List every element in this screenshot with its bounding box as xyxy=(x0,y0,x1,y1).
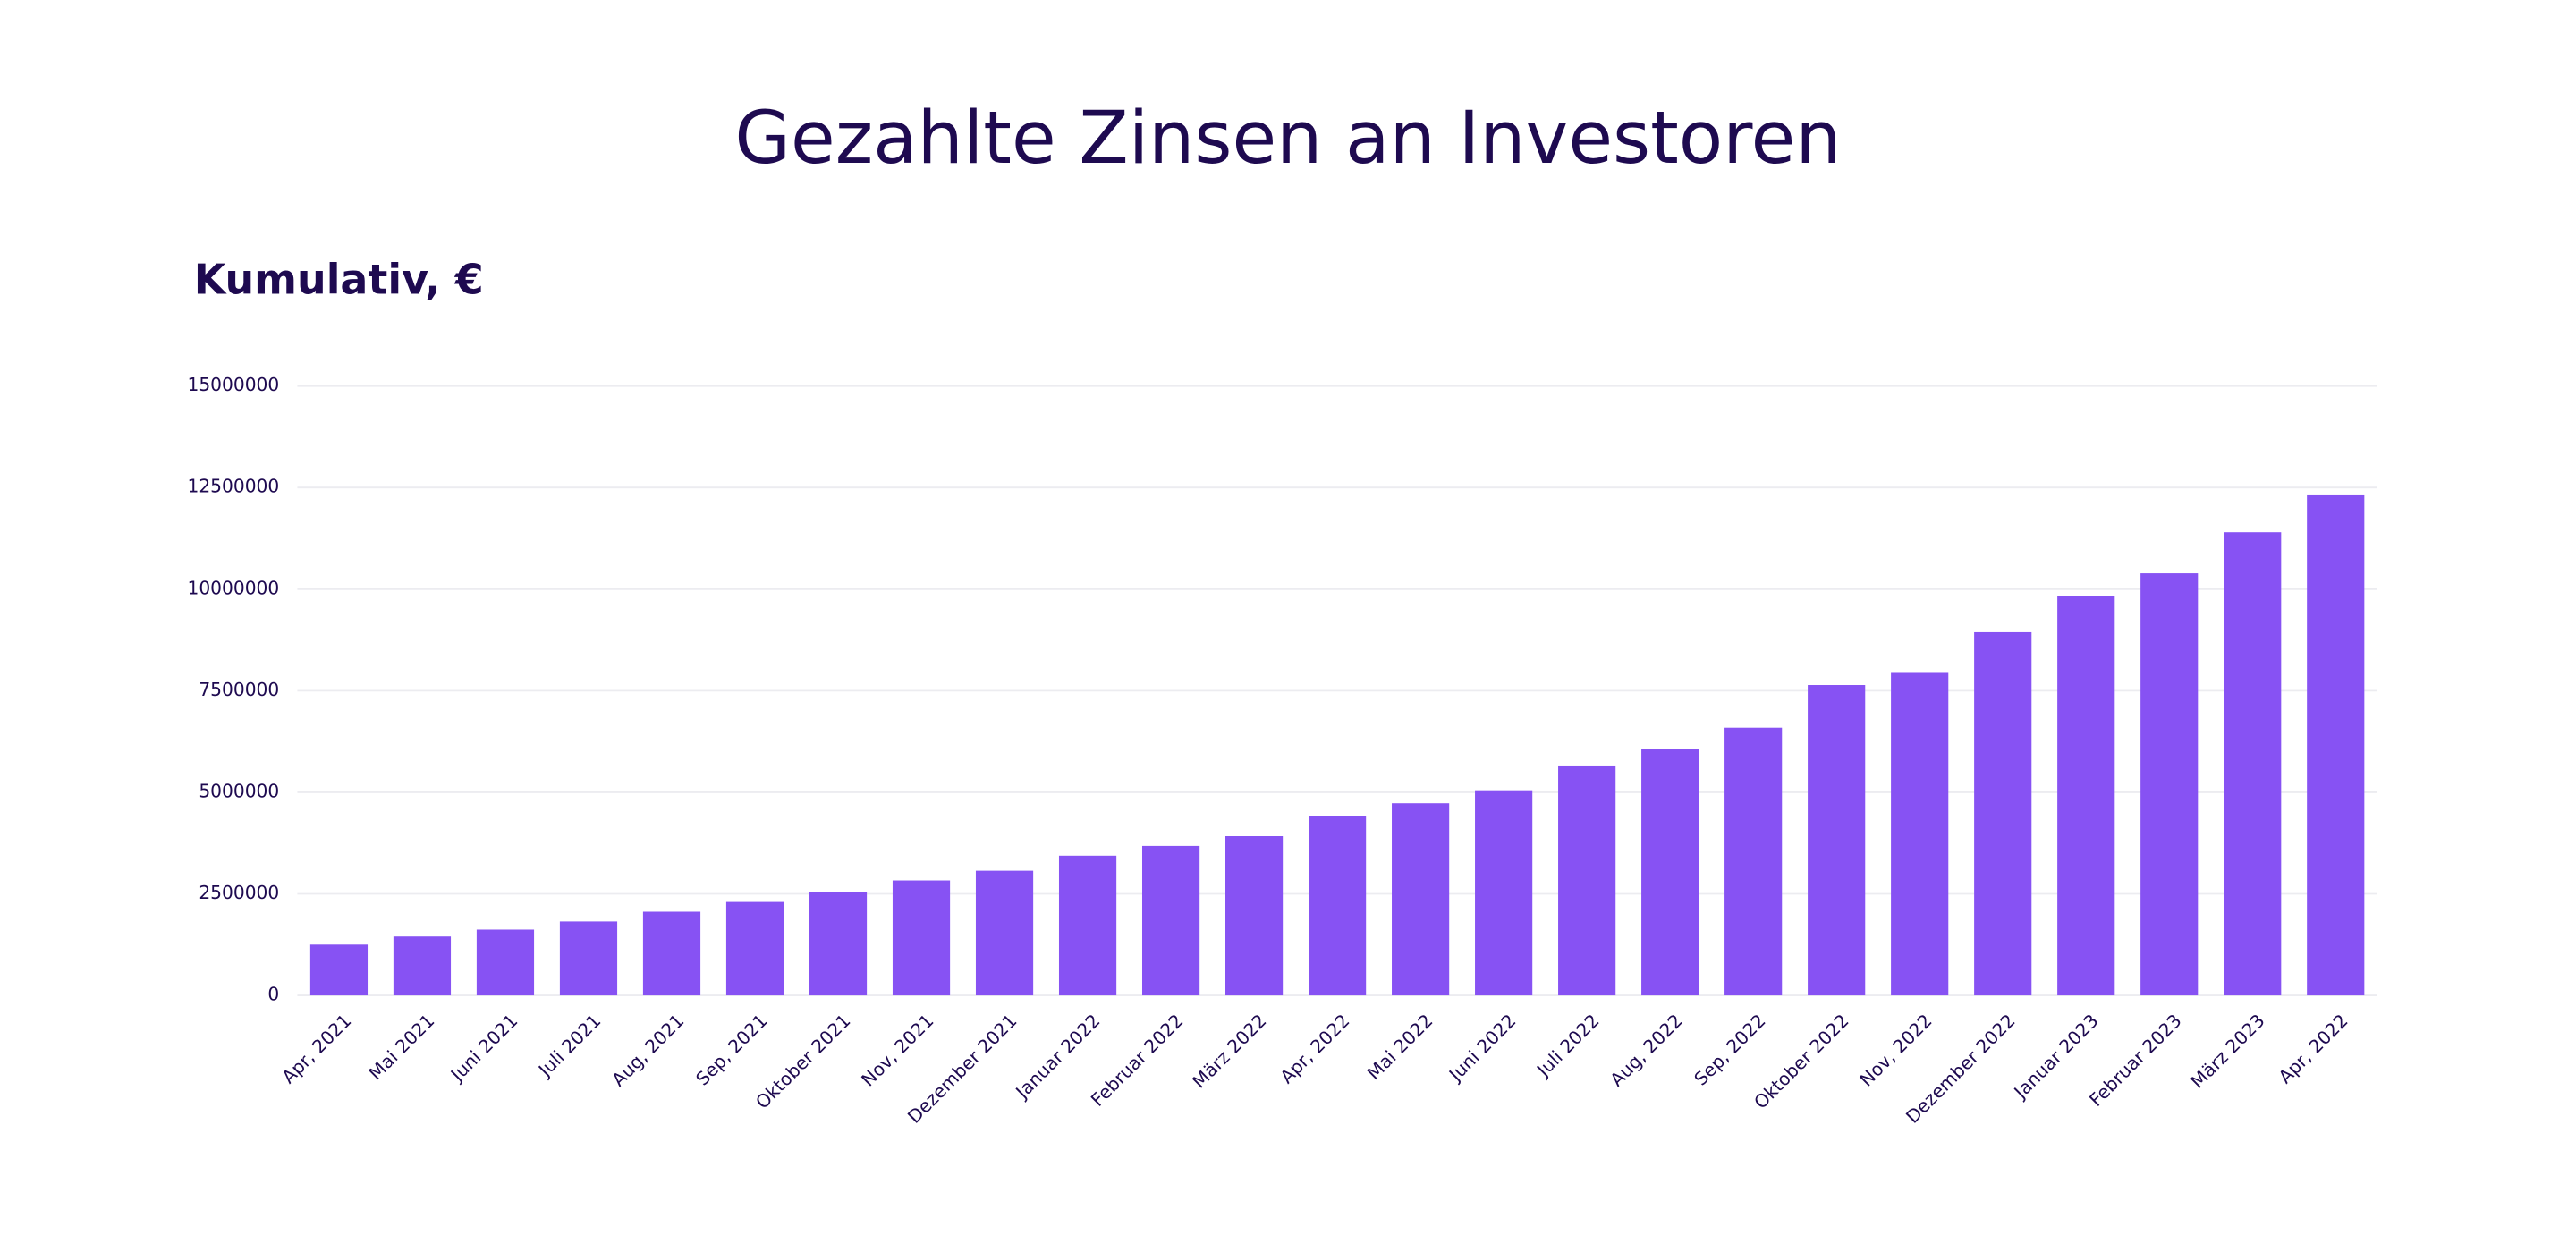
bar xyxy=(1724,727,1783,996)
x-tick-label: Januar 2023 xyxy=(2009,1010,2103,1104)
bar xyxy=(1641,749,1699,996)
x-tick-label: Mai 2021 xyxy=(365,1010,439,1084)
bar xyxy=(393,936,452,996)
bar xyxy=(1475,790,1533,996)
x-tick-label: März 2023 xyxy=(2186,1010,2268,1092)
bar xyxy=(476,929,535,996)
x-tick-label: Apr, 2022 xyxy=(2275,1010,2352,1087)
bar xyxy=(2307,494,2365,996)
y-tick-label: 5000000 xyxy=(199,780,279,801)
x-tick-label: Apr, 2021 xyxy=(277,1010,355,1087)
bar xyxy=(2140,573,2199,996)
bar xyxy=(642,911,701,996)
x-tick-label: Juli 2021 xyxy=(533,1010,605,1081)
y-tick-label: 0 xyxy=(267,984,279,1005)
bar xyxy=(1891,672,1949,996)
bar xyxy=(975,870,1034,996)
bar xyxy=(559,921,618,996)
x-tick-label: Aug, 2022 xyxy=(1606,1010,1686,1090)
bar xyxy=(1225,836,1284,996)
bar xyxy=(892,880,951,996)
bar xyxy=(2224,532,2282,996)
y-tick-label: 15000000 xyxy=(187,374,279,395)
bar xyxy=(1974,631,2032,996)
x-tick-label: Juni 2022 xyxy=(1444,1010,1521,1087)
y-tick-label: 12500000 xyxy=(187,476,279,497)
chart-title: Gezahlte Zinsen an Investoren xyxy=(734,97,1841,181)
bar xyxy=(725,901,784,996)
chart-subtitle: Kumulativ, € xyxy=(194,255,484,303)
bar xyxy=(809,892,868,996)
x-tick-label: Sep, 2022 xyxy=(1690,1010,1769,1089)
bar xyxy=(1058,855,1117,996)
x-tick-label: Apr, 2022 xyxy=(1275,1010,1353,1087)
bar xyxy=(1141,845,1200,996)
bar xyxy=(1558,765,1616,996)
x-tick-label: März 2022 xyxy=(1188,1010,1270,1092)
bar xyxy=(1392,803,1450,996)
x-tick-label: Aug, 2021 xyxy=(607,1010,688,1090)
x-tick-label: Juli 2022 xyxy=(1531,1010,1603,1081)
y-tick-label: 10000000 xyxy=(187,577,279,598)
x-tick-label: Nov, 2022 xyxy=(1855,1010,1936,1090)
x-tick-label: Nov, 2021 xyxy=(857,1010,937,1090)
x-tick-label: Januar 2022 xyxy=(1011,1010,1105,1104)
y-tick-label: 2500000 xyxy=(199,882,279,903)
bar xyxy=(1309,816,1367,996)
x-tick-label: Mai 2022 xyxy=(1363,1010,1437,1084)
y-tick-label: 7500000 xyxy=(199,679,279,700)
bar xyxy=(309,944,369,996)
bar xyxy=(2057,596,2115,996)
bar xyxy=(1808,685,1866,996)
x-tick-label: Sep, 2021 xyxy=(691,1010,771,1089)
x-tick-label: Juni 2021 xyxy=(445,1010,522,1087)
